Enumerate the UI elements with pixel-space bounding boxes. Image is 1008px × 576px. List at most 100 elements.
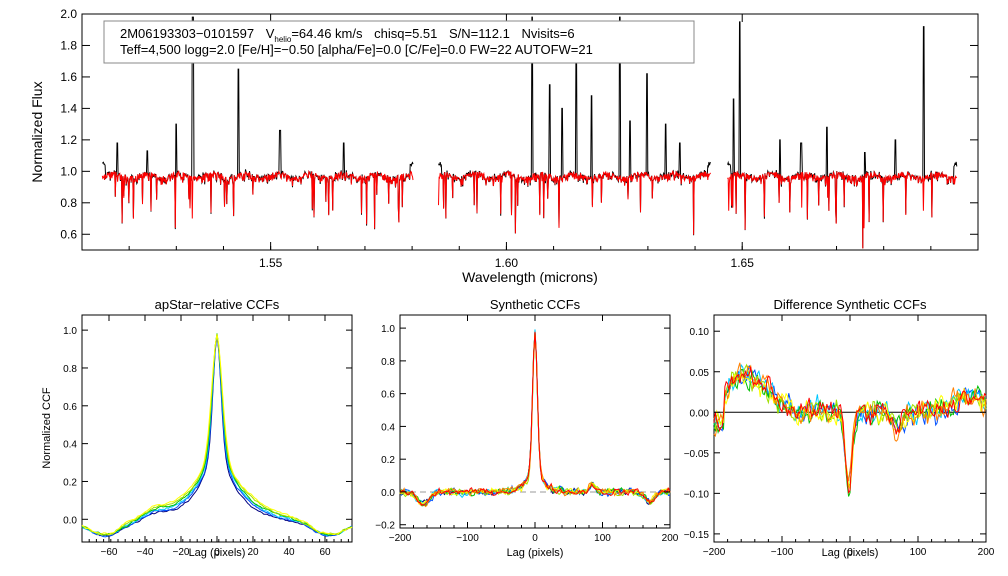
apstar-ccf-line <box>81 334 353 536</box>
x-tick-label: 1.60 <box>495 256 519 270</box>
synthetic-ccf-x-axis-title: Lag (pixels) <box>507 547 564 559</box>
y-tick-label: 1.8 <box>60 38 77 52</box>
y-tick-label: 0.8 <box>60 196 77 210</box>
apstar-ccf-series <box>81 333 353 538</box>
annotation-v-label: V <box>266 26 275 41</box>
difference-ccf-ticks: −200 −100 0 100 200 −0.15 −0.10 −0.05 0.00 0.05 0.… <box>684 315 995 558</box>
apstar-ccf-x-axis-title: Lag (pixels) <box>189 547 246 559</box>
apstar-ccf-panel: apStar−relative CCFs −60 −40 −20 0 20 40 60 0.0… <box>41 297 353 559</box>
annotation-snr: S/N=112.1 <box>449 26 510 41</box>
apstar-ccf-line <box>81 335 353 537</box>
x-tick-label: 20 <box>247 547 259 558</box>
y-tick-label: −0.10 <box>684 489 710 500</box>
y-tick-label: 1.0 <box>381 324 395 335</box>
y-tick-label: 0.8 <box>381 357 395 368</box>
y-tick-label: 1.0 <box>60 164 77 178</box>
annotation-star-id: 2M06193303−0101597 <box>120 26 254 41</box>
x-tick-label: 60 <box>319 547 331 558</box>
x-tick-label: 100 <box>594 533 611 544</box>
y-tick-label: 0.6 <box>381 390 395 401</box>
model-spectrum-line <box>101 169 414 229</box>
x-tick-label: 0 <box>847 547 853 558</box>
annotation-chisq: chisq=5.51 <box>374 26 437 41</box>
x-tick-label: −100 <box>771 547 794 558</box>
difference-ccf-series <box>713 362 987 497</box>
x-tick-label: 1.65 <box>731 256 755 270</box>
synthetic-ccf-panel: Synthetic CCFs −200 −100 0 100 200 −0.2 0.0 0.2… <box>375 297 679 559</box>
x-tick-label: 0 <box>214 547 220 558</box>
synthetic-ccf-line <box>399 332 671 505</box>
spectrum-y-axis-title: Normalized Flux <box>29 81 45 182</box>
apstar-ccf-ticks: −60 −40 −20 0 20 40 60 0.0 0.2 0.4 0.6 0.8 1.0 <box>63 315 352 558</box>
synthetic-ccf-line <box>399 331 671 508</box>
apstar-ccf-y-axis-title: Normalized CCF <box>41 387 53 469</box>
x-tick-label: 1.55 <box>259 256 283 270</box>
model-spectrum-line <box>727 170 958 249</box>
x-tick-label: 40 <box>283 547 295 558</box>
x-tick-label: 200 <box>662 533 679 544</box>
difference-ccf-title: Difference Synthetic CCFs <box>774 297 927 312</box>
x-tick-label: −20 <box>173 547 190 558</box>
x-tick-label: −200 <box>389 533 412 544</box>
annotation-nvisits: Nvisits=6 <box>521 26 574 41</box>
apstar-ccf-title: apStar−relative CCFs <box>155 297 280 312</box>
y-tick-label: −0.15 <box>684 530 710 541</box>
y-tick-label: 0.6 <box>60 227 77 241</box>
annotation-line-1: 2M06193303−0101597 Vhelio=64.46 km/s chi… <box>120 26 575 44</box>
observed-spectrum-line <box>727 21 958 249</box>
y-tick-label: 0.4 <box>381 422 395 433</box>
y-tick-label: 0.10 <box>690 327 710 338</box>
synthetic-ccf-line <box>399 331 671 507</box>
y-tick-label: 1.4 <box>60 101 77 115</box>
difference-ccf-panel: Difference Synthetic CCFs −200 −100 0 100 20… <box>684 297 995 559</box>
spectrum-plot-frame <box>81 13 979 251</box>
synthetic-ccf-line <box>399 334 671 507</box>
y-tick-label: 0.6 <box>63 402 77 413</box>
y-tick-label: 1.2 <box>60 133 77 147</box>
y-tick-label: 0.00 <box>690 408 710 419</box>
x-tick-label: −200 <box>703 547 726 558</box>
y-tick-label: 1.6 <box>60 70 77 84</box>
y-tick-label: 1.0 <box>63 326 77 337</box>
synthetic-ccf-line <box>399 330 671 505</box>
apstar-ccf-line <box>81 333 353 538</box>
difference-ccf-line <box>713 362 987 482</box>
difference-ccf-x-axis-title: Lag (pixels) <box>822 547 879 559</box>
x-tick-label: −40 <box>137 547 154 558</box>
y-tick-label: 0.0 <box>63 515 77 526</box>
x-tick-label: −100 <box>456 533 479 544</box>
apstar-ccf-line <box>81 333 353 536</box>
synthetic-ccf-title: Synthetic CCFs <box>490 297 581 312</box>
y-tick-label: 0.2 <box>381 455 395 466</box>
y-tick-label: −0.2 <box>375 521 395 532</box>
synthetic-ccf-series <box>399 329 671 508</box>
annotation-box <box>103 20 695 64</box>
difference-ccf-plot-frame <box>713 314 987 543</box>
synthetic-ccf-ticks: −200 −100 0 100 200 −0.2 0.0 0.2 0.4 0.6 0.8 1.0 <box>375 315 679 544</box>
y-tick-label: 2.0 <box>60 7 77 21</box>
apstar-ccf-plot-frame <box>81 314 353 543</box>
synthetic-ccf-line <box>399 333 671 506</box>
apstar-ccf-line <box>81 333 353 536</box>
apstar-ccf-line <box>81 333 353 536</box>
difference-ccf-line <box>713 368 987 497</box>
spectrum-series <box>101 16 958 249</box>
x-tick-label: 200 <box>978 547 995 558</box>
synthetic-ccf-line <box>399 329 671 506</box>
spectrum-ticks: 1.55 1.60 1.65 0.6 0.8 1.0 1.2 1.4 1.6 1.8 2.0 <box>60 7 978 270</box>
y-tick-label: 0.4 <box>63 440 77 451</box>
difference-ccf-line <box>713 366 987 495</box>
y-tick-label: 0.05 <box>690 368 710 379</box>
x-tick-label: −60 <box>101 547 118 558</box>
y-tick-label: 0.0 <box>381 488 395 499</box>
y-tick-label: 0.2 <box>63 477 77 488</box>
y-tick-label: −0.05 <box>684 449 710 460</box>
spectrum-x-axis-title: Wavelength (microns) <box>462 269 598 285</box>
spectrum-panel: 1.55 1.60 1.65 0.6 0.8 1.0 1.2 1.4 1.6 1.8 2.0 Nor… <box>29 7 979 285</box>
annotation-v-value: =64.46 km/s <box>291 26 363 41</box>
x-tick-label: 0 <box>532 533 538 544</box>
y-tick-label: 0.8 <box>63 364 77 375</box>
model-spectrum-line <box>438 170 712 235</box>
annotation-v-subscript: helio <box>274 35 291 44</box>
